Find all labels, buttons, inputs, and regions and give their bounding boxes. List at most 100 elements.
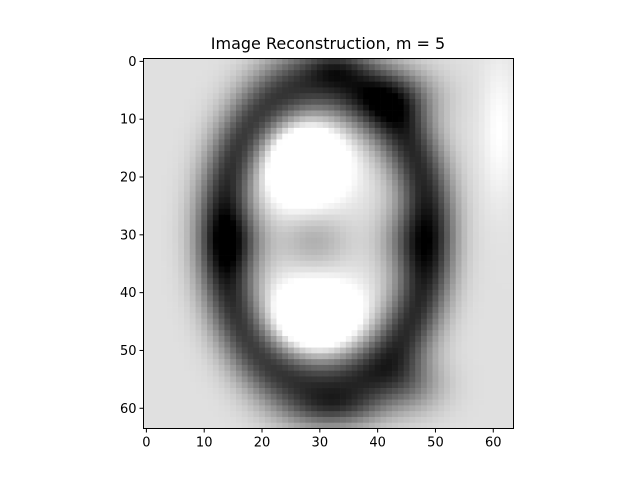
pixel-cell [201,133,208,140]
pixel-cell [183,156,191,163]
pixel-cell [166,341,173,348]
pixel-cell [288,301,295,308]
pixel-cell [392,214,399,221]
pixel-cell [328,336,335,343]
pixel-cell [351,197,358,204]
pixel-cell [276,393,283,400]
pixel-cell [455,197,462,204]
pixel-cell [374,249,381,256]
pixel-cell [461,110,468,117]
pixel-cell [311,330,318,337]
pixel-cell [467,266,474,273]
pixel-cell [403,283,410,291]
pixel-cell [334,411,341,418]
pixel-cell [380,330,387,337]
pixel-cell [305,64,312,71]
pixel-cell [473,336,480,343]
pixel-cell [259,145,266,152]
pixel-cell [293,185,300,192]
pixel-cell [340,312,347,320]
pixel-cell [316,370,324,377]
pixel-cell [467,127,474,135]
pixel-cell [357,162,364,169]
pixel-cell [328,162,335,169]
pixel-cell [484,353,491,360]
pixel-cell [484,75,491,82]
pixel-cell [357,295,364,302]
pixel-cell [270,179,277,187]
pixel-cell [311,283,318,291]
pixel-cell [357,145,364,152]
pixel-cell [288,353,295,360]
pixel-cell [455,295,462,302]
pixel-cell [241,336,248,343]
pixel-cell [449,393,457,400]
pixel-cell [322,139,329,146]
pixel-cell [334,243,341,250]
pixel-cell [496,208,503,215]
pixel-cell [160,411,167,418]
pixel-cell [351,139,358,146]
pixel-cell [299,341,306,348]
pixel-cell [444,388,451,395]
pixel-cell [160,278,167,285]
pixel-cell [241,295,248,302]
pixel-cell [467,289,474,296]
pixel-cell [421,399,428,406]
pixel-cell [305,214,312,221]
pixel-cell [432,58,439,65]
pixel-cell [259,93,266,100]
pixel-cell [143,145,150,152]
pixel-cell [496,283,503,291]
pixel-cell [374,214,381,221]
pixel-cell [351,110,358,117]
pixel-cell [368,249,376,256]
pixel-cell [155,301,162,308]
pixel-cell [160,324,167,331]
pixel-cell [386,324,393,331]
pixel-cell [212,162,220,169]
pixel-cell [201,289,208,296]
pixel-cell [241,133,248,140]
pixel-cell [374,376,381,383]
pixel-cell [149,168,156,175]
pixel-cell [374,208,381,215]
pixel-cell [155,393,162,400]
pixel-cell [264,289,272,296]
pixel-cell [461,347,468,354]
pixel-cell [276,145,283,152]
pixel-cell [455,364,462,372]
pixel-cell [478,191,485,198]
pixel-cell [438,162,445,169]
pixel-cell [212,283,220,291]
pixel-cell [340,260,347,267]
pixel-cell [368,289,376,296]
pixel-cell [311,243,318,250]
pixel-cell [253,416,260,424]
pixel-cell [166,151,173,158]
pixel-cell [473,312,480,320]
pixel-cell [247,295,254,302]
pixel-cell [316,162,324,169]
pixel-cell [166,70,173,77]
pixel-cell [340,318,347,325]
pixel-cell [455,347,462,354]
pixel-cell [311,353,318,360]
pixel-cell [299,399,306,406]
pixel-cell [183,347,191,354]
pixel-cell [276,93,283,100]
pixel-cell [357,191,364,198]
pixel-cell [160,58,167,65]
pixel-cell [467,411,474,418]
pixel-cell [473,208,480,215]
pixel-cell [241,388,248,395]
pixel-cell [340,399,347,406]
pixel-cell [143,382,150,389]
pixel-cell [264,301,272,308]
pixel-cell [392,127,399,135]
pixel-cell [467,110,474,117]
pixel-cell [392,168,399,175]
pixel-cell [316,359,324,366]
pixel-cell [218,278,225,285]
pixel-cell [230,399,237,406]
